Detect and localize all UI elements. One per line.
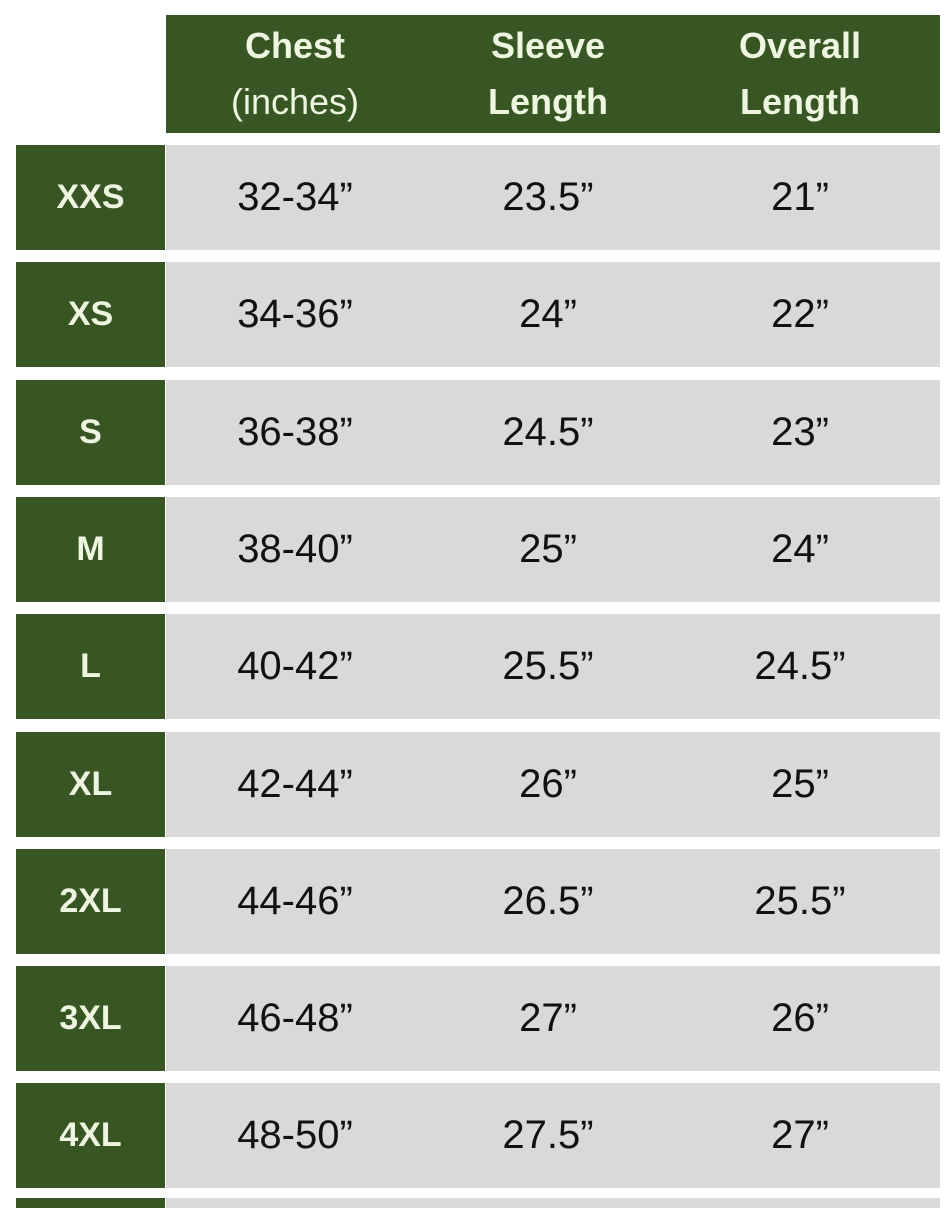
overall-cell: 25.5” bbox=[754, 878, 846, 923]
sleeve-cell: 23.5” bbox=[502, 175, 594, 219]
row-cells: 34-36” 24” 22” bbox=[166, 262, 940, 368]
sleeve-cell: 24” bbox=[519, 292, 577, 337]
overall-cell: 23” bbox=[771, 409, 829, 454]
table-row: 2XL 44-46” 26.5” 25.5” bbox=[16, 848, 940, 954]
row-cells: 42-44” 26” 25” bbox=[166, 731, 940, 837]
chest-cell: 32-34” bbox=[237, 175, 353, 219]
overall-cell: 21” bbox=[771, 175, 829, 219]
row-cells: 44-46” 26.5” 25.5” bbox=[166, 848, 940, 954]
chest-cell: 34-36” bbox=[237, 292, 353, 337]
size-label: XL bbox=[16, 731, 165, 837]
size-label: 2XL bbox=[16, 848, 165, 954]
chest-cell: 46-48” bbox=[237, 996, 353, 1041]
table-row: XS 34-36” 24” 22” bbox=[16, 262, 940, 368]
row-cells: 46-48” 27” 26” bbox=[166, 966, 940, 1072]
sleeve-cell: 25” bbox=[519, 526, 577, 571]
overall-cell: 25” bbox=[771, 761, 829, 806]
size-label: XS bbox=[16, 262, 165, 368]
overall-cell: 26” bbox=[771, 996, 829, 1041]
row-cells: 32-34” 23.5” 21” bbox=[166, 145, 940, 250]
header-overall-length: Overall Length bbox=[675, 15, 925, 133]
sleeve-cell: 25.5” bbox=[502, 644, 594, 689]
header-sleeve-length: Sleeve Length bbox=[423, 15, 673, 133]
table-row: 3XL 46-48” 27” 26” bbox=[16, 966, 940, 1072]
size-label: XXS bbox=[16, 145, 165, 250]
size-label: S bbox=[16, 379, 165, 485]
sleeve-cell: 26” bbox=[519, 761, 577, 806]
header-chest: Chest (inches) bbox=[170, 15, 420, 133]
header-label: Chest bbox=[244, 25, 345, 66]
chest-cell: 42-44” bbox=[237, 761, 353, 806]
overall-cell: 22” bbox=[771, 292, 829, 337]
chest-cell: 40-42” bbox=[237, 644, 353, 689]
chest-cell: 38-40” bbox=[237, 526, 353, 571]
row-cells: 40-42” 25.5” 24.5” bbox=[166, 614, 940, 720]
table-row: S 36-38” 24.5” 23” bbox=[16, 379, 940, 485]
sleeve-cell: 27.5” bbox=[502, 1113, 594, 1158]
header-label: Sleeve bbox=[490, 25, 606, 66]
header-sublabel: Length bbox=[740, 81, 860, 122]
overall-cell: 24.5” bbox=[754, 644, 846, 689]
table-row: 4XL 48-50” 27.5” 27” bbox=[16, 1083, 940, 1189]
table-row: XXS 32-34” 23.5” 21” bbox=[16, 145, 940, 250]
overall-cell: 24” bbox=[771, 526, 829, 571]
overall-cell: 27” bbox=[771, 1113, 829, 1158]
table-header: Chest (inches) Sleeve Length Overall Length bbox=[166, 15, 940, 133]
table-row: XL 42-44” 26” 25” bbox=[16, 731, 940, 837]
header-sublabel: Length bbox=[488, 81, 608, 122]
header-sublabel: (inches) bbox=[230, 81, 360, 122]
size-label: L bbox=[16, 614, 165, 720]
chest-cell: 44-46” bbox=[237, 878, 353, 923]
row-fragment bbox=[16, 1198, 165, 1208]
chest-cell: 36-38” bbox=[237, 409, 353, 454]
row-cells: 38-40” 25” 24” bbox=[166, 496, 940, 602]
size-label: 3XL bbox=[16, 966, 165, 1072]
row-cells: 48-50” 27.5” 27” bbox=[166, 1083, 940, 1189]
table-row: M 38-40” 25” 24” bbox=[16, 496, 940, 602]
header-label: Overall bbox=[738, 25, 862, 66]
row-cells: 36-38” 24.5” 23” bbox=[166, 379, 940, 485]
size-label: M bbox=[16, 496, 165, 602]
sleeve-cell: 24.5” bbox=[502, 409, 594, 454]
table-row: L 40-42” 25.5” 24.5” bbox=[16, 614, 940, 720]
sleeve-cell: 26.5” bbox=[502, 878, 594, 923]
size-label: 4XL bbox=[16, 1083, 165, 1189]
row-fragment bbox=[166, 1198, 940, 1208]
sleeve-cell: 27” bbox=[519, 996, 577, 1041]
chest-cell: 48-50” bbox=[237, 1113, 353, 1158]
